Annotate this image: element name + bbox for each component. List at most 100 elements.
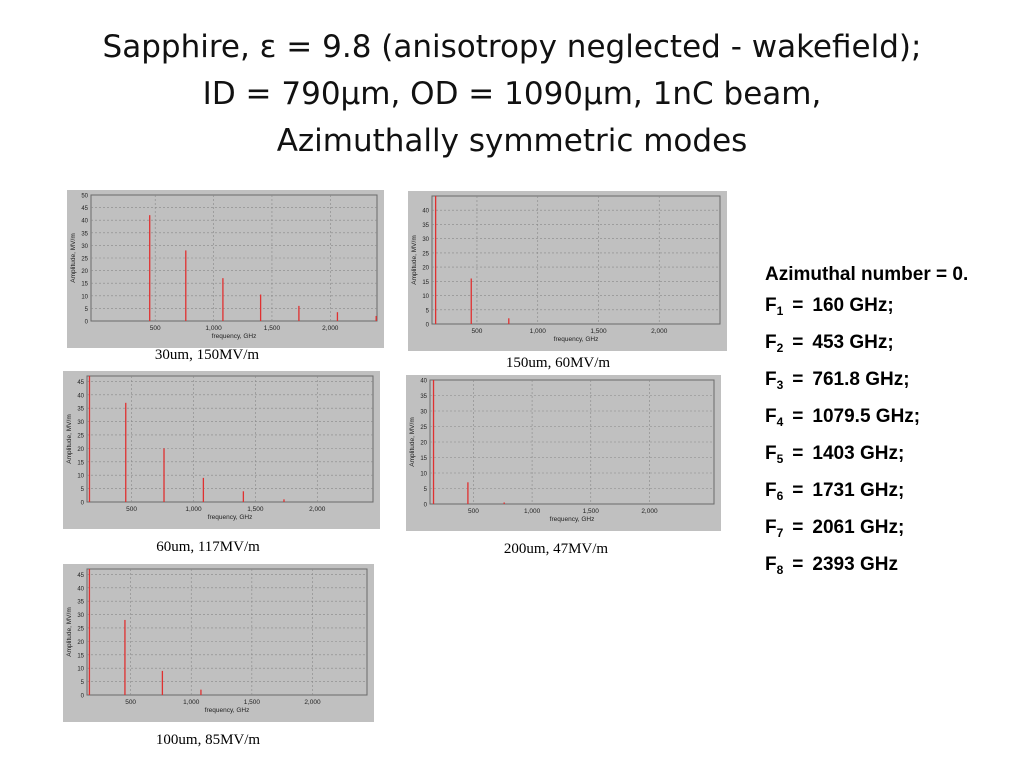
mode-index: 4: [776, 415, 784, 429]
x-tick-label: 2,000: [651, 328, 668, 335]
x-tick-label: 500: [472, 328, 483, 335]
mode-equals: =: [792, 517, 804, 538]
x-axis-label: frequency, GHz: [205, 707, 250, 714]
y-tick-label: 25: [420, 425, 427, 431]
y-tick-label: 5: [85, 307, 89, 313]
mode-equals: =: [792, 480, 804, 501]
mode-equals: =: [792, 406, 804, 427]
title-line-2: ID = 790µm, OD = 1090µm, 1nC beam,: [202, 76, 822, 112]
y-tick-label: 35: [81, 231, 88, 237]
y-tick-label: 5: [424, 487, 428, 493]
chart-svg: 0 5 10 15 20 25 30 35 40 500 1,000 1,500 2,000 freque…: [406, 375, 721, 531]
mode-frequency-row: F2 = 453 GHz;: [765, 327, 968, 364]
y-tick-label: 25: [422, 251, 429, 257]
y-tick-label: 20: [77, 640, 84, 646]
mode-label: F: [765, 369, 777, 390]
chart-caption-60um: 60um, 117MV/m: [156, 539, 260, 555]
y-tick-label: 25: [81, 257, 88, 263]
y-tick-label: 0: [81, 501, 85, 507]
y-tick-label: 15: [77, 653, 84, 659]
y-tick-label: 5: [426, 308, 430, 314]
mode-frequency-value: 2061 GHz;: [812, 517, 905, 538]
x-tick-label: 1,000: [183, 699, 200, 706]
mode-label: F: [765, 406, 777, 427]
chart-svg: 0 5 10 15 20 25 30 35 40 45 50 500 1,000 1,500 2,000 fr…: [67, 190, 384, 348]
y-tick-label: 20: [77, 447, 84, 453]
y-tick-label: 25: [77, 626, 84, 632]
y-tick-label: 40: [81, 219, 88, 225]
x-tick-label: 2,000: [322, 325, 339, 332]
mode-label: F: [765, 295, 777, 316]
mode-equals: =: [792, 369, 804, 390]
mode-frequency-value: 1731 GHz;: [812, 480, 905, 501]
y-tick-label: 40: [77, 586, 84, 592]
y-tick-label: 50: [81, 194, 88, 200]
y-tick-label: 20: [422, 266, 429, 272]
mode-frequency-value: 1079.5 GHz;: [812, 406, 921, 427]
mode-frequency-value: 1403 GHz;: [812, 443, 905, 464]
y-tick-label: 15: [422, 280, 429, 286]
chart-panel-100um: 0 5 10 15 20 25 30 35 40 45 500 1,000 1,500 2,000 freq…: [63, 564, 374, 722]
mode-equals: =: [792, 295, 804, 316]
y-tick-label: 35: [422, 223, 429, 229]
mode-frequency-row: F1 = 160 GHz;: [765, 290, 968, 327]
y-tick-label: 10: [77, 474, 84, 480]
mode-equals: =: [792, 443, 804, 464]
mode-index: 2: [776, 341, 784, 355]
y-tick-label: 40: [422, 209, 429, 215]
plot-area: [431, 195, 721, 325]
y-tick-label: 35: [420, 394, 427, 400]
mode-frequency-row: F4 = 1079.5 GHz;: [765, 401, 968, 438]
mode-label: F: [765, 517, 777, 538]
mode-frequency-row: F5 = 1403 GHz;: [765, 438, 968, 475]
chart-panel-150um: 0 5 10 15 20 25 30 35 40 500 1,000 1,500 2,000 freque…: [408, 191, 727, 351]
x-tick-label: 2,000: [309, 506, 326, 513]
x-tick-label: 1,500: [244, 699, 261, 706]
y-tick-label: 0: [85, 320, 89, 326]
y-tick-label: 10: [77, 667, 84, 673]
mode-frequency-value: 2393 GHz: [812, 554, 898, 575]
y-tick-label: 35: [77, 600, 84, 606]
x-tick-label: 1,000: [530, 328, 547, 335]
y-tick-label: 45: [81, 206, 88, 212]
x-tick-label: 1,500: [247, 506, 264, 513]
y-tick-label: 15: [81, 282, 88, 288]
plot-area: [90, 194, 378, 322]
title-line-1: Sapphire, ε = 9.8 (anisotropy neglected …: [102, 29, 922, 65]
chart-panel-200um: 0 5 10 15 20 25 30 35 40 500 1,000 1,500 2,000 freque…: [406, 375, 721, 531]
title-line-3: Azimuthally symmetric modes: [276, 123, 748, 159]
y-tick-label: 0: [424, 503, 428, 509]
mode-frequency-value: 761.8 GHz;: [812, 369, 910, 390]
mode-equals: =: [792, 332, 804, 353]
plot-area: [86, 375, 374, 503]
x-tick-label: 500: [125, 699, 136, 706]
x-tick-label: 1,000: [205, 325, 222, 332]
y-tick-label: 10: [81, 294, 88, 300]
x-axis-label: frequency, GHz: [554, 336, 599, 343]
slide-title: Sapphire, ε = 9.8 (anisotropy neglected …: [0, 24, 1024, 165]
y-tick-label: 30: [420, 410, 427, 416]
y-axis-label: Amplitude, MV/m: [70, 233, 77, 283]
y-axis-label: Amplitude, MV/m: [66, 607, 73, 657]
chart-panel-30um: 0 5 10 15 20 25 30 35 40 45 50 500 1,000 1,500 2,000 fr…: [67, 190, 384, 348]
y-tick-label: 5: [81, 680, 85, 686]
y-tick-label: 20: [81, 269, 88, 275]
y-tick-label: 20: [420, 441, 427, 447]
mode-label: F: [765, 480, 777, 501]
x-tick-label: 1,500: [583, 508, 600, 515]
mode-frequency-row: F7 = 2061 GHz;: [765, 512, 968, 549]
y-tick-label: 45: [77, 573, 84, 579]
mode-label: F: [765, 332, 777, 353]
mode-frequency-value: 453 GHz;: [812, 332, 894, 353]
x-tick-label: 1,500: [590, 328, 607, 335]
plot-area: [86, 568, 368, 696]
x-tick-label: 500: [468, 508, 479, 515]
chart-svg: 0 5 10 15 20 25 30 35 40 45 500 1,000 1,500 2,000 freq…: [63, 564, 374, 722]
y-tick-label: 10: [420, 472, 427, 478]
y-tick-label: 25: [77, 433, 84, 439]
y-tick-label: 0: [81, 694, 85, 700]
mode-frequency-row: F3 = 761.8 GHz;: [765, 364, 968, 401]
y-tick-label: 15: [77, 460, 84, 466]
y-tick-label: 10: [422, 294, 429, 300]
y-tick-label: 0: [426, 323, 430, 329]
